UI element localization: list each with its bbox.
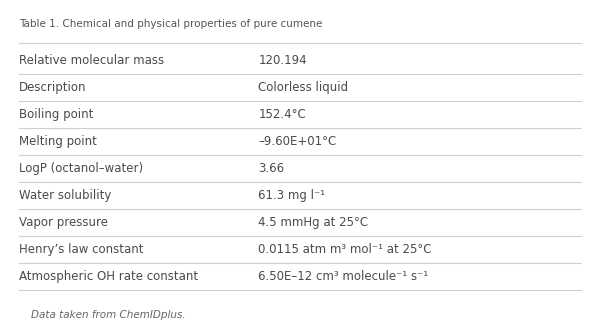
Text: LogP (octanol–water): LogP (octanol–water): [19, 162, 143, 175]
Text: 61.3 mg l⁻¹: 61.3 mg l⁻¹: [258, 189, 325, 202]
Text: Colorless liquid: Colorless liquid: [258, 81, 349, 94]
Text: 4.5 mmHg at 25°C: 4.5 mmHg at 25°C: [258, 216, 368, 229]
Text: 0.0115 atm m³ mol⁻¹ at 25°C: 0.0115 atm m³ mol⁻¹ at 25°C: [258, 243, 431, 256]
Text: –9.60E+01°C: –9.60E+01°C: [258, 135, 337, 148]
Text: Description: Description: [19, 81, 87, 94]
Text: Water solubility: Water solubility: [19, 189, 112, 202]
Text: 3.66: 3.66: [258, 162, 284, 175]
Text: 120.194: 120.194: [258, 54, 307, 67]
Text: Relative molecular mass: Relative molecular mass: [19, 54, 164, 67]
Text: Table 1. Chemical and physical properties of pure cumene: Table 1. Chemical and physical propertie…: [19, 20, 323, 30]
Text: Data taken from ChemIDplus.: Data taken from ChemIDplus.: [31, 310, 186, 320]
Text: Henry’s law constant: Henry’s law constant: [19, 243, 144, 256]
Text: Boiling point: Boiling point: [19, 108, 94, 121]
Text: 152.4°C: 152.4°C: [258, 108, 306, 121]
Text: Atmospheric OH rate constant: Atmospheric OH rate constant: [19, 270, 199, 283]
Text: Vapor pressure: Vapor pressure: [19, 216, 109, 229]
Text: 6.50E–12 cm³ molecule⁻¹ s⁻¹: 6.50E–12 cm³ molecule⁻¹ s⁻¹: [258, 270, 428, 283]
Text: Melting point: Melting point: [19, 135, 97, 148]
